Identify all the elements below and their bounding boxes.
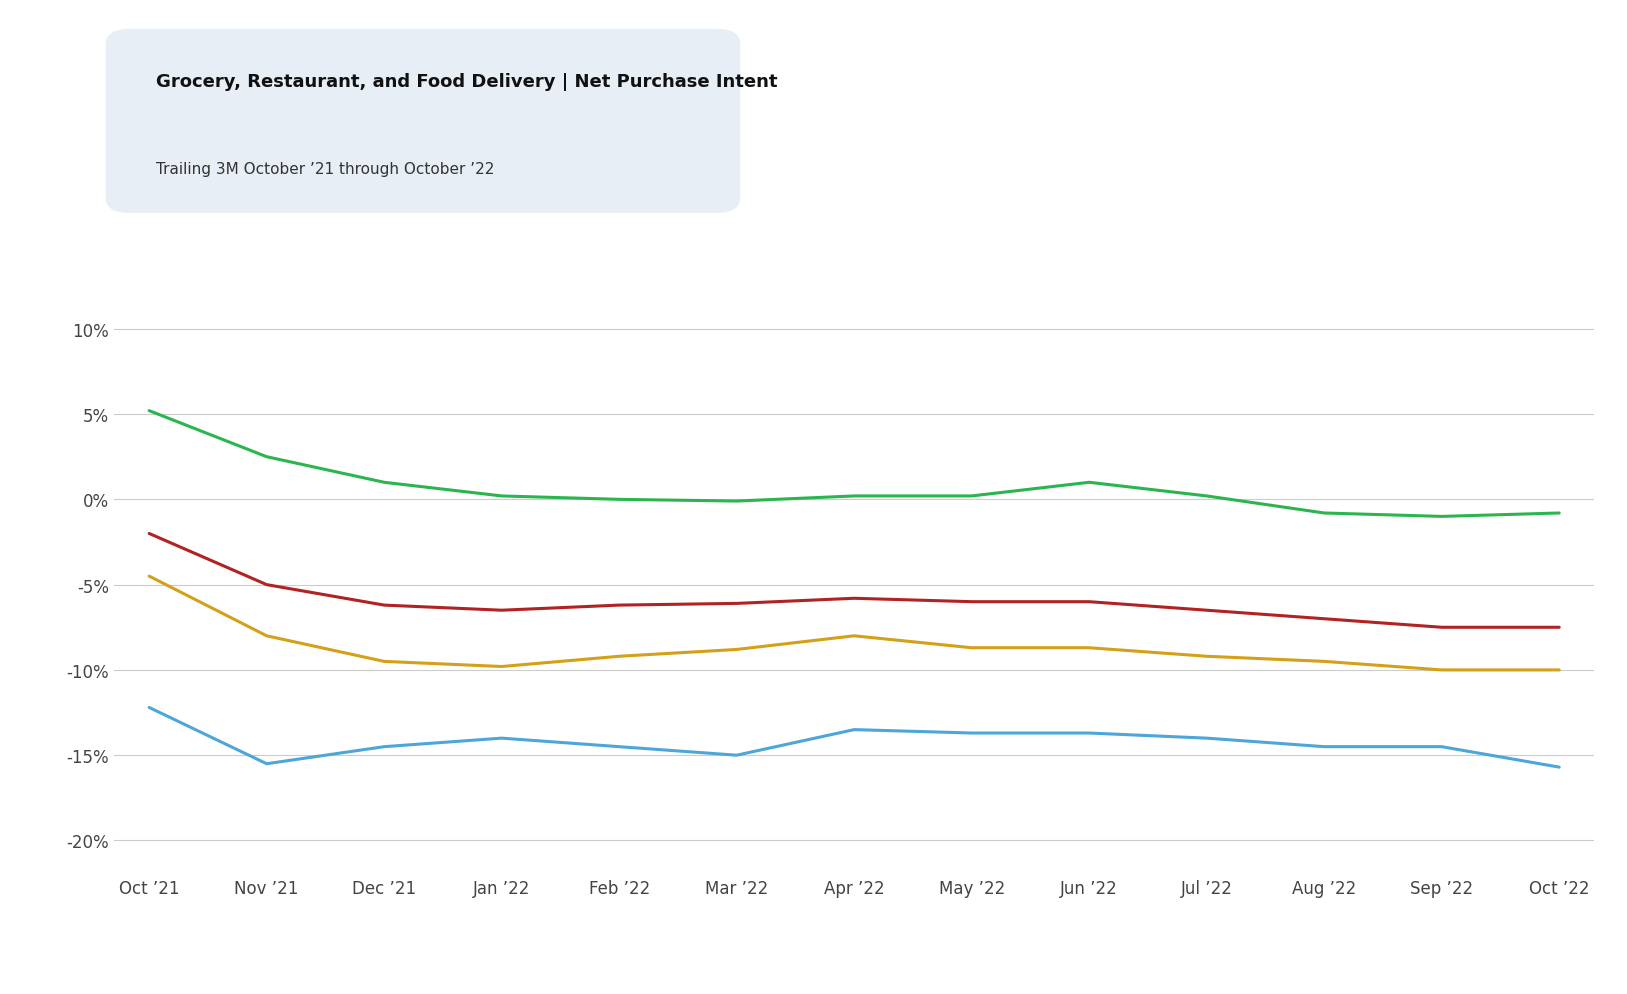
Legend: Food Delivery, Grocery, Quick, Fast, Casual, Sit Down Dining: Food Delivery, Grocery, Quick, Fast, Cas… — [516, 990, 1193, 994]
Text: Trailing 3M October ’21 through October ’22: Trailing 3M October ’21 through October … — [156, 162, 495, 177]
Text: Grocery, Restaurant, and Food Delivery | Net Purchase Intent: Grocery, Restaurant, and Food Delivery |… — [156, 73, 778, 90]
